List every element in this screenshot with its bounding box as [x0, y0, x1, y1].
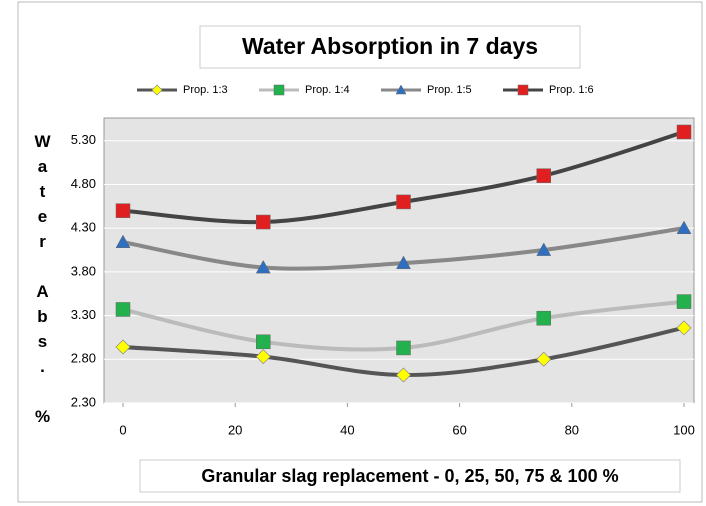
- y-tick-label: 2.80: [71, 351, 96, 366]
- legend-label: Prop. 1:3: [183, 84, 228, 96]
- marker: [676, 294, 692, 309]
- y-tick-label: 4.30: [71, 220, 96, 235]
- marker: [536, 242, 552, 256]
- x-tick-label: 60: [452, 422, 466, 437]
- marker: [676, 320, 692, 336]
- legend-label: Prop. 1:5: [427, 84, 472, 96]
- marker: [256, 214, 271, 230]
- y-tick-label: 3.80: [71, 263, 96, 278]
- y-tick-label: 3.30: [71, 307, 96, 322]
- legend-marker: [151, 84, 163, 96]
- chart-title: Water Absorption in 7 days: [242, 33, 538, 59]
- marker: [676, 124, 692, 140]
- y-tick-label: 2.30: [71, 394, 96, 409]
- x-tick-label: 20: [228, 422, 242, 437]
- marker: [396, 255, 411, 269]
- legend-marker: [273, 84, 285, 96]
- marker: [255, 349, 271, 365]
- legend-label: Prop. 1:6: [549, 84, 594, 96]
- x-label-box: [139, 459, 681, 493]
- marker: [396, 194, 411, 210]
- x-tick-label: 0: [119, 422, 126, 437]
- plot-area: [103, 117, 695, 404]
- x-tick-label: 100: [673, 422, 695, 437]
- marker: [115, 302, 131, 317]
- marker: [396, 367, 411, 383]
- marker: [536, 351, 552, 367]
- marker: [396, 340, 411, 356]
- marker: [115, 234, 131, 248]
- legend-marker: [395, 84, 407, 95]
- x-axis-label: Granular slag replacement - 0, 25, 50, 7…: [201, 466, 618, 486]
- marker: [676, 220, 692, 235]
- x-tick-label: 80: [565, 422, 579, 437]
- marker: [536, 168, 551, 183]
- marker: [115, 203, 131, 218]
- title-box: [199, 25, 581, 69]
- x-tick-label: 40: [340, 422, 354, 437]
- y-axis-label: Water Abs. %: [33, 132, 52, 432]
- y-tick-label: 4.80: [71, 176, 96, 191]
- legend-label: Prop. 1:4: [305, 84, 350, 96]
- legend-marker: [517, 84, 529, 96]
- marker: [115, 339, 131, 355]
- marker: [536, 310, 551, 326]
- y-tick-label: 5.30: [71, 132, 96, 147]
- marker: [256, 334, 271, 350]
- marker: [255, 259, 271, 274]
